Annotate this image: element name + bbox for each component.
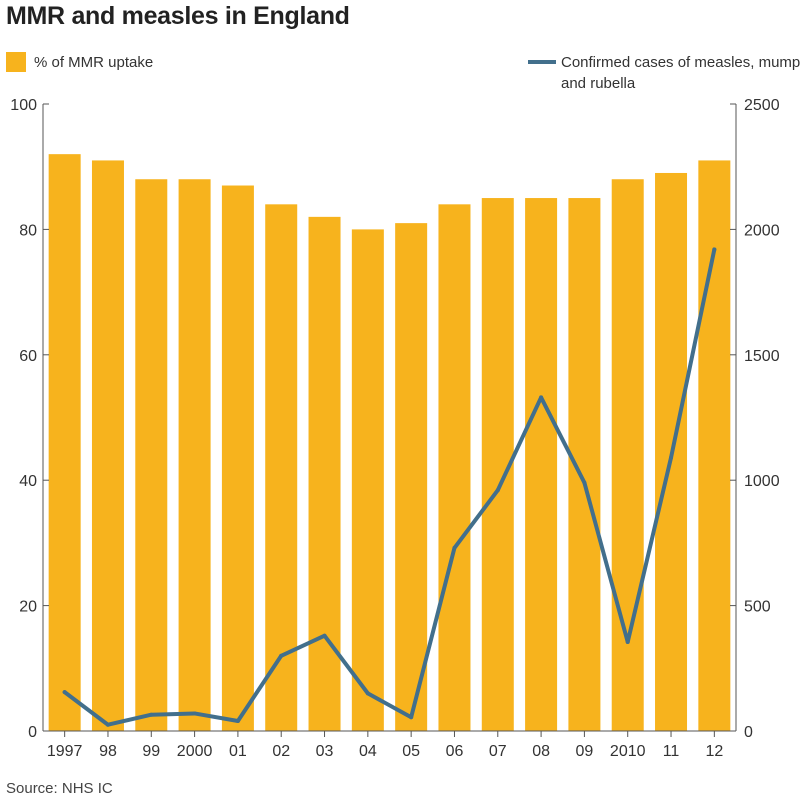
x-tick-label: 08 [532, 743, 550, 760]
x-tick-label: 99 [142, 743, 160, 760]
cases-point-2000 [193, 711, 197, 715]
cases-point-99 [149, 713, 153, 717]
bar-99 [135, 179, 167, 731]
bar-08 [525, 198, 557, 731]
cases-point-11 [669, 456, 673, 460]
cases-point-06 [452, 546, 456, 550]
x-tick-label: 98 [99, 743, 117, 760]
x-tick-label: 06 [446, 743, 464, 760]
y-left-tick-label: 80 [19, 222, 37, 239]
x-tick-label: 12 [705, 743, 723, 760]
x-tick-label: 09 [576, 743, 594, 760]
bar-1997 [49, 154, 81, 731]
x-tick-label: 03 [316, 743, 334, 760]
cases-point-12 [712, 247, 716, 251]
bar-12 [698, 160, 730, 731]
y-left-tick-label: 100 [10, 97, 37, 114]
chart-plot: 020406080100050010001500200025001997 98 99… [0, 0, 800, 803]
cases-point-03 [323, 634, 327, 638]
x-tick-label: 02 [272, 743, 290, 760]
cases-point-07 [496, 488, 500, 492]
y-right-tick-label: 1000 [744, 473, 780, 490]
y-right-tick-label: 2000 [744, 222, 780, 239]
cases-point-2010 [626, 640, 630, 644]
y-left-tick-label: 60 [19, 348, 37, 365]
y-left-tick-label: 20 [19, 599, 37, 616]
x-tick-label: 05 [402, 743, 420, 760]
bar-98 [92, 160, 124, 731]
x-tick-label: 11 [663, 743, 680, 760]
bar-2010 [612, 179, 644, 731]
cases-point-02 [279, 654, 283, 658]
cases-point-08 [539, 395, 543, 399]
x-tick-label: 01 [229, 743, 247, 760]
x-tick-label: 2000 [177, 743, 213, 760]
cases-point-98 [106, 723, 110, 727]
cases-point-01 [236, 719, 240, 723]
bar-06 [438, 204, 470, 731]
cases-point-04 [366, 691, 370, 695]
x-tick-label: 2010 [610, 743, 646, 760]
x-tick-label: 04 [359, 743, 377, 760]
bar-05 [395, 223, 427, 731]
cases-point-1997 [63, 690, 67, 694]
y-right-tick-label: 2500 [744, 97, 780, 114]
x-tick-label: 1997 [47, 743, 83, 760]
y-right-tick-label: 1500 [744, 348, 780, 365]
bar-01 [222, 186, 254, 731]
bar-2000 [179, 179, 211, 731]
source-note: Source: NHS IC [6, 780, 113, 797]
y-left-tick-label: 0 [28, 724, 37, 741]
y-right-tick-label: 0 [744, 724, 753, 741]
y-left-tick-label: 40 [19, 473, 37, 490]
y-right-tick-label: 500 [744, 599, 771, 616]
bar-04 [352, 229, 384, 731]
cases-point-05 [409, 715, 413, 719]
x-tick-label: 07 [489, 743, 507, 760]
cases-point-09 [582, 481, 586, 485]
